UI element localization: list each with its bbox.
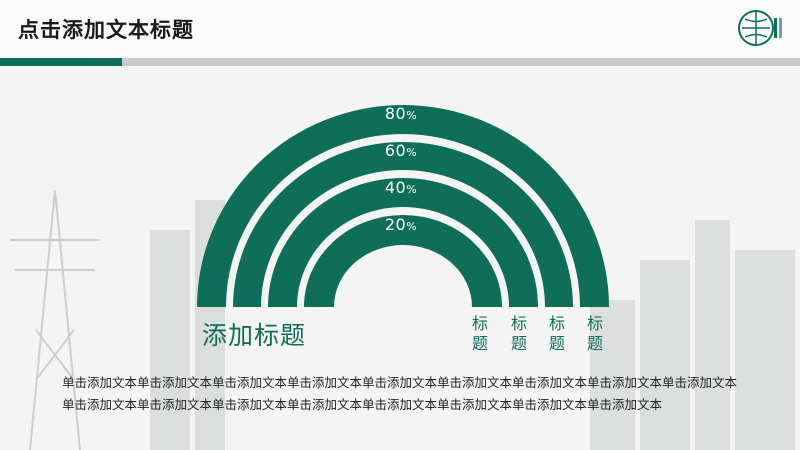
arc-ring-second bbox=[233, 142, 573, 307]
ring-label-20: 20% bbox=[384, 215, 418, 234]
arc-ring-outer bbox=[197, 105, 609, 307]
slide-header bbox=[0, 0, 800, 60]
ring-label-60: 60% bbox=[384, 141, 418, 160]
state-grid-logo-icon bbox=[738, 10, 782, 46]
header-divider-bar bbox=[122, 58, 800, 66]
slide-title[interactable]: 点击添加文本标题 bbox=[18, 18, 194, 42]
header-accent-bar bbox=[0, 58, 122, 66]
ring-label-40: 40% bbox=[384, 178, 418, 197]
ring-label-80: 80% bbox=[384, 104, 418, 123]
column-label-3[interactable]: 标 题 bbox=[548, 314, 565, 353]
arc-ring-inner bbox=[304, 215, 502, 307]
column-label-1[interactable]: 标 题 bbox=[471, 314, 488, 353]
column-label-4[interactable]: 标 题 bbox=[586, 314, 603, 353]
body-paragraph[interactable]: 单击添加文本单击添加文本单击添加文本单击添加文本单击添加文本单击添加文本单击添加… bbox=[62, 375, 738, 412]
main-heading[interactable]: 添加标题 bbox=[202, 321, 307, 350]
column-label-2[interactable]: 标 题 bbox=[510, 314, 527, 353]
arc-ring-third bbox=[268, 178, 538, 307]
